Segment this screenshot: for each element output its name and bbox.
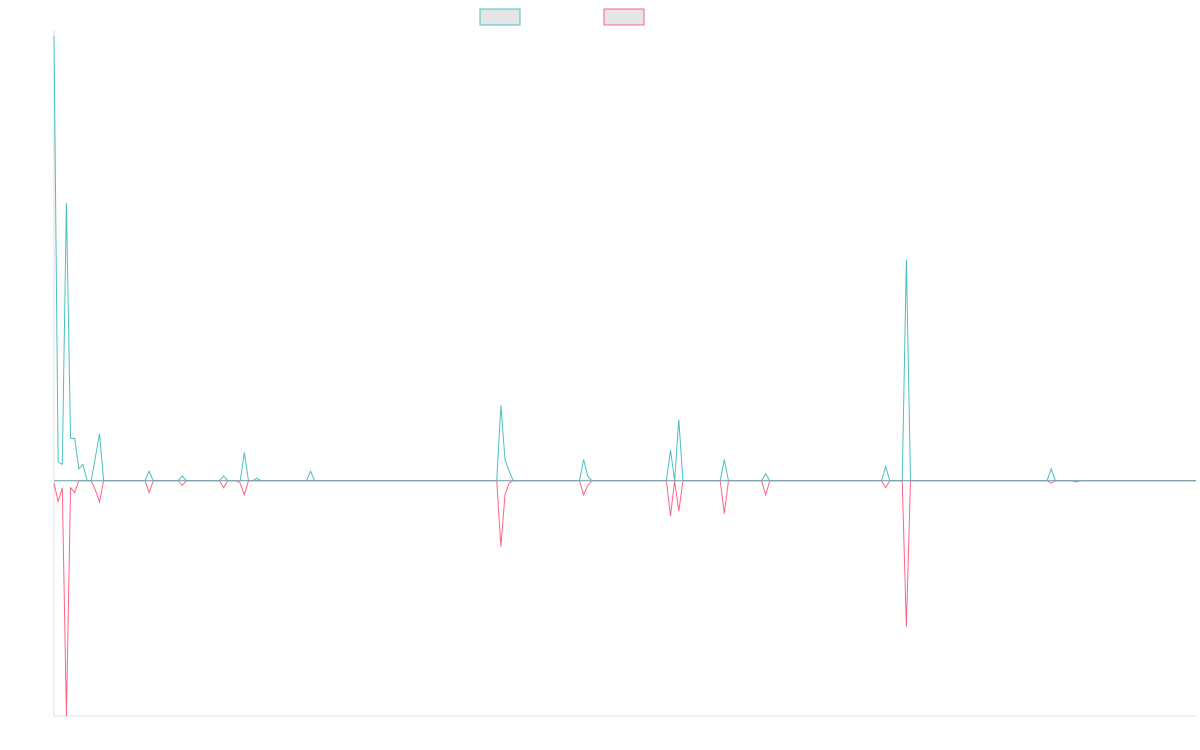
series-line-1 xyxy=(53,480,1196,717)
legend-swatch-0[interactable] xyxy=(479,8,521,26)
axes xyxy=(53,30,1196,717)
legend xyxy=(479,8,645,26)
series-line-0 xyxy=(53,35,1196,482)
plot-area xyxy=(53,35,1196,717)
legend-swatch-1[interactable] xyxy=(603,8,645,26)
